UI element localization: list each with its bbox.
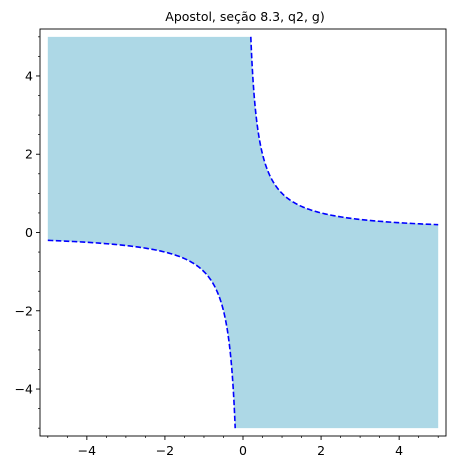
y-tick-label: −4 — [15, 382, 33, 397]
x-tick-label: 2 — [317, 443, 325, 458]
y-tick-label: 4 — [25, 68, 33, 83]
y-tick-label: 2 — [25, 147, 33, 162]
axes: −4 −2 0 2 4 −4 −2 0 2 4 — [15, 28, 447, 458]
chart-title: Apostol, seção 8.3, q2, g) — [165, 9, 324, 24]
boundary-curve-upper — [250, 36, 439, 226]
y-tick-label: 0 — [25, 225, 33, 240]
fill-region — [47, 36, 439, 429]
plot-area — [47, 36, 439, 429]
y-tick-label: −2 — [15, 303, 33, 318]
x-tick-label: −2 — [156, 443, 174, 458]
boundary-curve-lower — [47, 239, 236, 429]
x-tick-label: 4 — [395, 443, 403, 458]
x-tick-label: 0 — [239, 443, 247, 458]
x-tick-label: −4 — [78, 443, 96, 458]
